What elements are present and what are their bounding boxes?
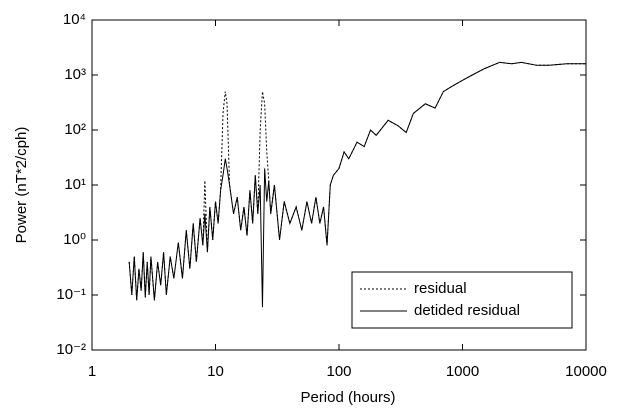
y-axis-label: Power (nT*2/cph) bbox=[13, 127, 30, 244]
plot-frame bbox=[91, 19, 587, 351]
y-tick-label: 10² bbox=[64, 121, 86, 138]
x-tick-label: 1000 bbox=[446, 363, 479, 380]
x-tick-label: 100 bbox=[326, 363, 351, 380]
series-line bbox=[128, 61, 586, 301]
y-tick-label: 10³ bbox=[64, 66, 86, 83]
legend-label: residual bbox=[414, 280, 467, 297]
y-tick-label: 10⁴ bbox=[63, 11, 86, 28]
legend-box bbox=[351, 271, 573, 329]
x-tick-label: 10000 bbox=[565, 363, 607, 380]
y-tick-label: 10⁰ bbox=[63, 231, 86, 248]
legend-label: detided residual bbox=[414, 302, 520, 319]
x-axis-label: Period (hours) bbox=[300, 389, 395, 406]
y-tick-label: 10⁻¹ bbox=[56, 286, 86, 303]
y-tick-label: 10⁻² bbox=[56, 341, 86, 358]
x-tick-label: 10 bbox=[207, 363, 224, 380]
x-tick-label: 1 bbox=[88, 363, 96, 380]
y-tick-label: 10¹ bbox=[64, 176, 86, 193]
series-line bbox=[128, 61, 586, 308]
